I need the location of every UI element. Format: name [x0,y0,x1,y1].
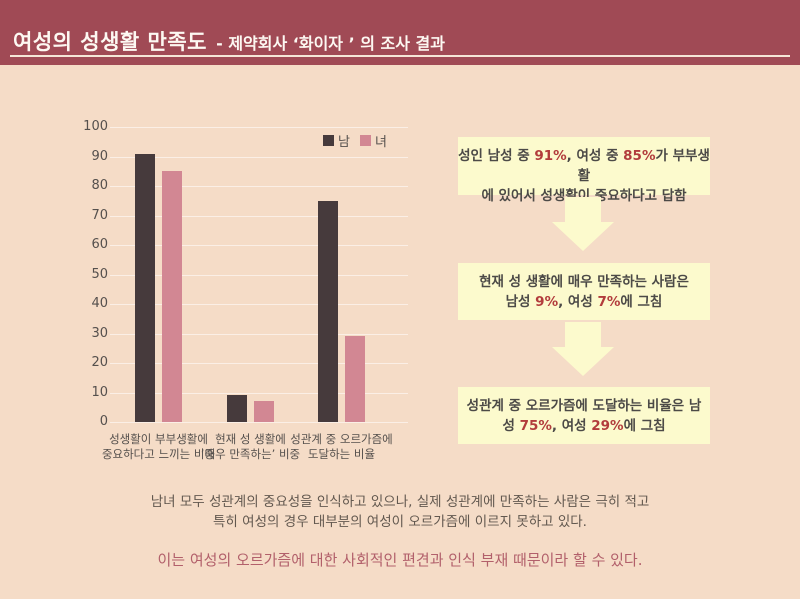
x-axis-category-label: 현재 성 생활에 ‘매우 만족하는’ 비중 [200,432,301,461]
y-axis-tick-label: 40 [91,296,108,311]
y-axis-tick-label: 90 [91,148,108,164]
header-underline [10,55,790,57]
down-arrow-icon [552,322,614,376]
flow-box-line: 현재 성 생활에 매우 만족하는 사람은 [458,272,710,292]
summary-line-1: 남녀 모두 성관계의 중요성을 인식하고 있으나, 실제 성관계에 만족하는 사… [150,494,650,510]
bar-녀-3 [345,336,365,422]
page-title: 여성의 성생활 만족도 - 제약회사 ‘화이자 ’ 의 조사 결과 [13,26,445,56]
y-axis-tick-label: 30 [91,325,108,341]
highlighted-value: 29% [591,418,624,434]
flow-box-text: 남성 [505,294,536,310]
conclusion-text: 이는 여성의 오르가즘에 대한 사회적인 편견과 인식 부재 때문이라 할 수 … [157,551,643,569]
highlighted-value: 7% [597,294,621,310]
legend-label: 남 [338,135,350,150]
highlighted-value: 91% [534,148,567,164]
bar-남-3 [318,200,338,422]
legend-entry-남: 남 [323,131,350,150]
y-axis-tick-label: 100 [83,119,108,134]
flow-box-text: , 여성 중 [566,148,624,164]
flow-box-text: 가 부부생활 [577,148,710,184]
gridline [110,333,408,335]
y-axis-tick-label: 0 [99,414,108,429]
flow-box-text: 에 있어서 성생활이 중요하다고 답함 [481,188,687,204]
y-axis-tick-label: 10 [91,384,108,400]
x-axis-category-label: 성생활이 부부생활에 중요하다고 느끼는 비중 [101,432,216,461]
gridline [110,245,408,246]
bar-chart: 0 10 20 30 40 50 60 70 80 90 100 성생활이 부부생활에 중요하다고 느… [80,108,430,478]
y-axis-tick-label: 20 [91,355,108,370]
highlighted-value: 75% [519,418,552,434]
highlighted-value: 85% [623,148,656,164]
flow-box-text: 성 [502,418,520,434]
page-title-main: 여성의 성생활 만족도 [13,30,208,54]
gridline [110,156,408,158]
flow-box-line: 남성 9%, 여성 7%에 그침 [458,292,710,312]
y-axis-tick-label: 80 [91,178,108,193]
flow-box-text: 에 그침 [623,418,666,434]
y-axis-tick-label: 60 [91,237,108,252]
gridline [110,392,408,394]
x-axis-category-label: 성관계 중 오르가즘에 도달하는 비율 [290,432,393,461]
legend-swatch-icon [359,135,371,146]
summary-line-2: 특히 여성의 경우 대부분의 여성이 오르가즘에 이르지 못하고 있다. [213,514,587,530]
gridline [110,363,408,364]
flow-box-text: 성인 남성 중 [458,148,535,164]
gridline [110,304,408,305]
gridline [110,215,408,217]
gridline [110,422,408,423]
flow-box-text: 현재 성 생활에 매우 만족하는 사람은 [479,274,689,290]
highlighted-value: 9% [535,294,559,310]
gridline [110,186,408,187]
gridline [110,127,408,128]
flow-box-line: 성인 남성 중 91%, 여성 중 85%가 부부생활 [458,146,710,186]
flow-box-line: 성 75%, 여성 29%에 그침 [458,416,710,436]
page-title-sub: - 제약회사 ‘화이자 ’ 의 조사 결과 [216,34,445,53]
flow-box-text: , 여성 [558,294,598,310]
legend-entry-녀: 녀 [359,131,387,150]
bar-녀-2 [254,401,274,422]
bar-남-2 [227,395,247,422]
header-bar: 여성의 성생활 만족도 - 제약회사 ‘화이자 ’ 의 조사 결과 [0,0,800,65]
y-axis-tick-label: 50 [91,266,108,282]
flow-box-text: 에 그침 [620,294,663,310]
bar-남-1 [135,153,155,422]
legend-label: 녀 [374,135,387,150]
gridline [110,274,408,276]
bar-녀-1 [162,171,182,422]
flow-box-text: 성관계 중 오르가즘에 도달하는 비율은 남 [466,398,702,414]
legend-swatch-icon [323,135,334,146]
flow-box-text: , 여성 [551,418,592,434]
summary-paragraph: 남녀 모두 성관계의 중요성을 인식하고 있으나, 실제 성관계에 만족하는 사… [0,492,800,532]
flow-box-line: 에 있어서 성생활이 중요하다고 답함 [458,186,710,206]
flow-box-line: 성관계 중 오르가즘에 도달하는 비율은 남 [458,396,710,416]
y-axis-tick-label: 70 [91,207,108,223]
